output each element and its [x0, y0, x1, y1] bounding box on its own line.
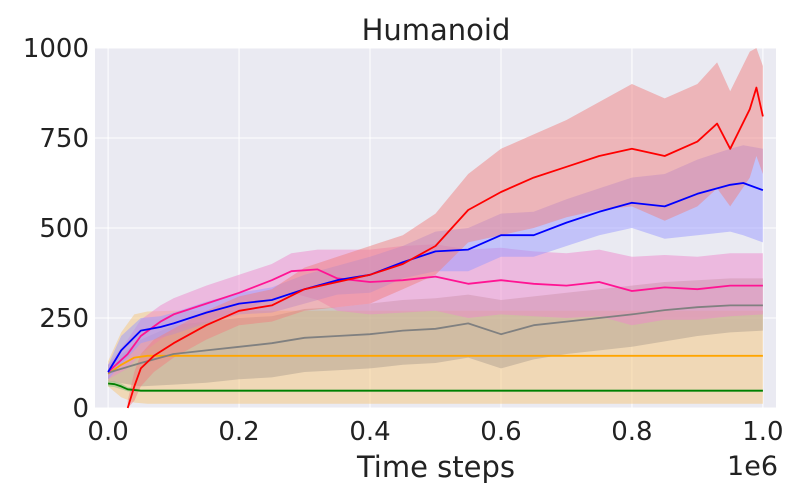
x-tick-label: 0.0 — [87, 417, 128, 447]
series-2-line — [107, 304, 763, 374]
x-tick-label: 0.8 — [611, 417, 652, 447]
series-3-band — [108, 244, 763, 380]
y-tick-label: 750 — [39, 124, 89, 154]
x-tick-label: 0.6 — [480, 417, 521, 447]
confidence-bands — [108, 48, 763, 408]
series-0-line — [107, 354, 763, 375]
x-tick-label: 1.0 — [742, 417, 783, 447]
chart-title: Humanoid — [362, 13, 511, 47]
y-tick-label: 500 — [39, 214, 89, 244]
tick-labels: 0.0 0.2 0.4 0.6 0.8 1.0 0 250 500 750 1000 — [23, 34, 784, 447]
series-5-line — [126, 86, 764, 409]
y-tick-label: 250 — [39, 304, 89, 334]
series-4-line — [107, 182, 764, 373]
series-3-line — [107, 268, 763, 373]
y-tick-label: 0 — [72, 394, 89, 424]
x-axis-offset-label: 1e6 — [727, 451, 778, 482]
series-5-band — [127, 48, 763, 408]
y-tick-label: 1000 — [23, 34, 89, 64]
series-1-line — [108, 382, 763, 392]
x-axis-label: Time steps — [356, 450, 515, 484]
x-tick-label: 0.4 — [349, 417, 390, 447]
series-lines — [107, 86, 764, 409]
x-tick-label: 0.2 — [218, 417, 259, 447]
